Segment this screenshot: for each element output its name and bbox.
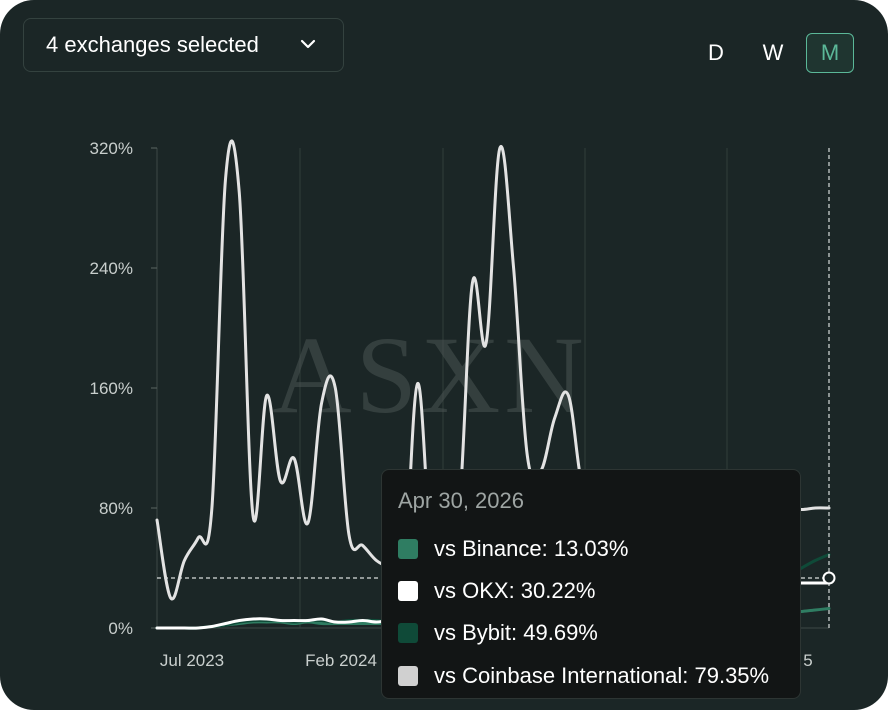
- legend-swatch-coinbase-international: [398, 666, 418, 686]
- exchange-selector-dropdown[interactable]: 4 exchanges selected: [23, 18, 344, 72]
- legend-swatch-bybit: [398, 623, 418, 643]
- tooltip-row-bybit: vs Bybit: 49.69%: [398, 620, 598, 646]
- x-tick-label: Feb 2024: [305, 651, 377, 670]
- y-tick-label: 160%: [90, 379, 133, 398]
- y-tick-label: 320%: [90, 139, 133, 158]
- tooltip-row-okx: vs OKX: 30.22%: [398, 578, 595, 604]
- timeframe-month-button[interactable]: M: [806, 33, 854, 73]
- timeframe-day-button[interactable]: D: [708, 40, 724, 65]
- y-tick-label: 240%: [90, 259, 133, 278]
- y-tick-label: 80%: [99, 499, 133, 518]
- x-tick-label: Jul 2023: [160, 651, 224, 670]
- tooltip-value-okx: vs OKX: 30.22%: [434, 578, 596, 603]
- timeframe-week-button[interactable]: W: [762, 40, 784, 65]
- exchange-selector-label: 4 exchanges selected: [46, 32, 259, 57]
- tooltip-value-binance: vs Binance: 13.03%: [434, 536, 629, 561]
- legend-swatch-okx: [398, 581, 418, 601]
- legend-swatch-binance: [398, 539, 418, 559]
- tooltip-row-coinbase-international: vs Coinbase International: 79.35%: [398, 663, 769, 689]
- tooltip-row-binance: vs Binance: 13.03%: [398, 536, 628, 562]
- tooltip-date: Apr 30, 2026: [398, 488, 524, 513]
- watermark: ASXN: [272, 314, 588, 436]
- crosshair-marker: [822, 571, 836, 585]
- chevron-down-icon: [300, 39, 316, 49]
- x-tick-label: 5: [803, 651, 812, 670]
- y-tick-label: 0%: [108, 619, 133, 638]
- tooltip-value-bybit: vs Bybit: 49.69%: [434, 620, 598, 645]
- chart-tooltip: Apr 30, 2026 vs Binance: 13.03% vs OKX: …: [381, 469, 801, 699]
- tooltip-value-coinbase-international: vs Coinbase International: 79.35%: [434, 663, 770, 688]
